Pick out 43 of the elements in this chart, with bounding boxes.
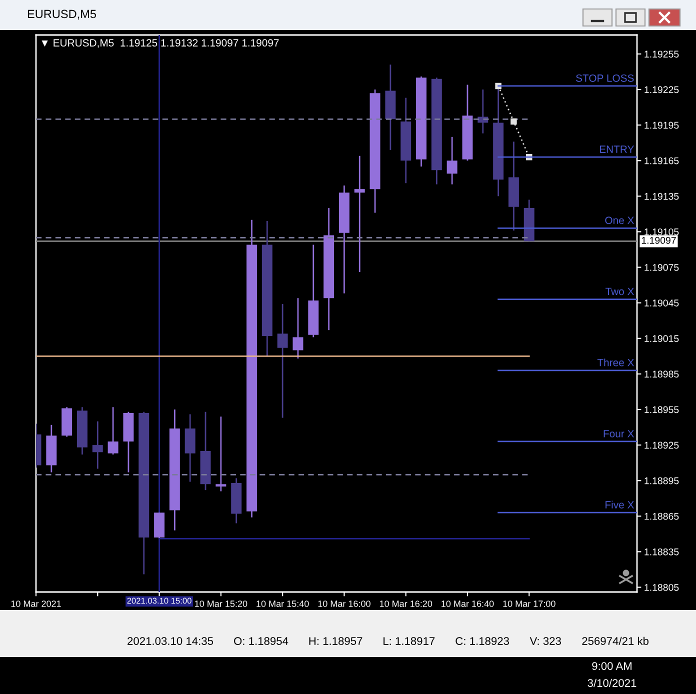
chart-subtitle: ▼ EURUSD,M5 1.19125 1.19132 1.19097 1.19097 <box>42 39 279 48</box>
series-label: STOP LOSS <box>576 74 634 82</box>
text: H: 1.18957 <box>309 637 362 645</box>
series-label: ENTRY <box>600 146 634 153</box>
y-tick-label: 1.18955 <box>644 406 679 414</box>
y-tick-label: 1.18895 <box>644 477 679 484</box>
x-tick-label: 10 Mar 15:40 <box>256 600 309 607</box>
chart-title: EURUSD,M5 <box>28 10 96 20</box>
y-tick-label: 1.19255 <box>644 50 679 58</box>
ref-line-label: 2021.03.10 15:00 <box>127 598 192 604</box>
series-label: Two X <box>606 288 634 296</box>
y-tick-label: 1.19015 <box>644 335 679 342</box>
text: O: 1.18954 <box>234 637 288 645</box>
y-tick-label: 1.19195 <box>644 122 679 129</box>
x-tick-label: 10 Mar 16:00 <box>318 600 370 607</box>
text: L: 1.18917 <box>384 637 435 645</box>
x-tick-label: 10 Mar 2021 <box>11 600 61 607</box>
text: V: 323 <box>530 637 561 645</box>
y-tick-label: 1.18835 <box>644 548 679 556</box>
text: C: 1.18923 <box>456 637 509 645</box>
ref-line-label: 1.19097 <box>642 236 676 244</box>
text: 256974/21 kb <box>582 636 649 645</box>
series-label: Five X <box>606 500 634 508</box>
y-tick-label: 1.18805 <box>644 584 679 591</box>
series-label: Four X <box>604 430 634 438</box>
y-tick-label: 1.19165 <box>644 157 679 164</box>
y-tick-label: 1.18925 <box>644 442 679 449</box>
text: 9:00 AM <box>592 662 632 670</box>
y-tick-label: 1.18865 <box>644 512 679 520</box>
x-tick-label: 10 Mar 15:20 <box>195 600 248 607</box>
series-label: Three X <box>597 358 634 366</box>
text: 3/10/2021 <box>588 678 636 687</box>
x-tick-label: 10 Mar 16:40 <box>442 600 494 607</box>
y-tick-label: 1.18985 <box>644 370 679 378</box>
text: 2021.03.10 14:35 <box>128 637 214 645</box>
y-tick-label: 1.19135 <box>644 192 679 200</box>
y-tick-label: 1.19105 <box>644 228 679 236</box>
y-tick-label: 1.19045 <box>644 300 679 306</box>
y-tick-label: 1.19075 <box>644 264 679 271</box>
x-tick-label: 10 Mar 16:20 <box>380 600 432 607</box>
series-label: One X <box>605 216 634 224</box>
y-tick-label: 1.19225 <box>644 86 679 94</box>
x-tick-label: 10 Mar 17:00 <box>503 600 556 607</box>
